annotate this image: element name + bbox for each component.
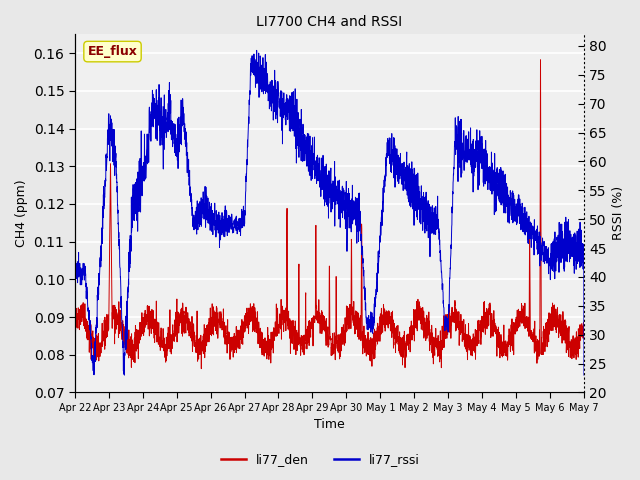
Title: LI7700 CH4 and RSSI: LI7700 CH4 and RSSI	[257, 15, 403, 29]
Legend: li77_den, li77_rssi: li77_den, li77_rssi	[216, 448, 424, 471]
Y-axis label: RSSI (%): RSSI (%)	[612, 186, 625, 240]
Text: EE_flux: EE_flux	[88, 45, 138, 58]
Y-axis label: CH4 (ppm): CH4 (ppm)	[15, 180, 28, 247]
X-axis label: Time: Time	[314, 419, 345, 432]
